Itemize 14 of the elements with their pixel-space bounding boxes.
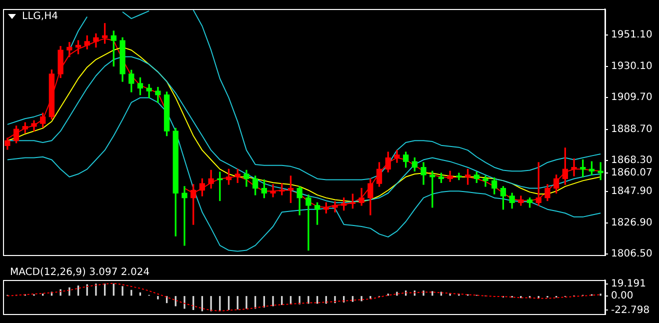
y-tick-label: -22.798 xyxy=(611,304,650,316)
chart-title: LLG,H4 xyxy=(20,10,60,23)
y-tick-label: 0.00 xyxy=(611,290,634,302)
y-tick-label: 1847.90 xyxy=(611,186,652,197)
y-tick-label: 1826.90 xyxy=(611,218,652,229)
y-tick-label: 19.191 xyxy=(611,278,646,290)
y-tick-label: 1868.30 xyxy=(611,154,652,166)
y-tick-label: 1930.10 xyxy=(611,61,652,72)
y-tick-label: 1909.70 xyxy=(611,92,652,104)
y-tick-label: 1806.50 xyxy=(611,248,652,260)
y-tick-label: 1860.07 xyxy=(611,167,652,178)
chart-title: MACD(12,26,9) 3.097 2.024 xyxy=(8,266,152,279)
y-tick-label: 1888.70 xyxy=(611,124,652,136)
y-tick-label: 1951.10 xyxy=(611,29,652,40)
